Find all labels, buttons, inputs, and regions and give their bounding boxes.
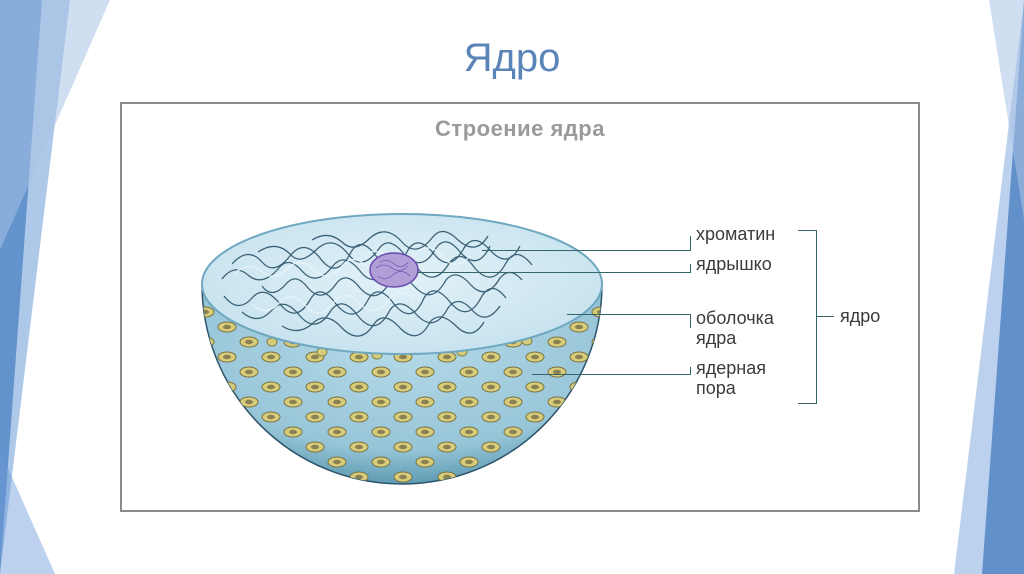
label-chromatin: хроматин bbox=[696, 224, 775, 245]
slide-title: Ядро bbox=[0, 36, 1024, 81]
leader-nucleolus-v bbox=[690, 264, 691, 273]
group-bracket-mid bbox=[816, 316, 834, 317]
leader-chromatin-v bbox=[690, 236, 691, 251]
label-pore-line1: ядерная bbox=[696, 358, 766, 378]
slide-accent-right bbox=[954, 0, 1024, 574]
leader-envelope-v bbox=[690, 314, 691, 328]
slide-accent-left bbox=[0, 0, 120, 574]
label-envelope-line1: оболочка bbox=[696, 308, 774, 328]
diagram-container: Строение ядра bbox=[120, 102, 920, 512]
leader-pore bbox=[532, 374, 690, 375]
label-group: ядро bbox=[840, 306, 880, 327]
label-pore: ядерная пора bbox=[696, 359, 766, 399]
leader-chromatin bbox=[482, 250, 690, 251]
leader-envelope bbox=[567, 314, 690, 315]
label-envelope: оболочка ядра bbox=[696, 309, 774, 349]
leader-nucleolus bbox=[417, 272, 690, 273]
diagram-subtitle: Строение ядра bbox=[122, 116, 918, 142]
leader-pore-v bbox=[690, 367, 691, 375]
label-pore-line2: пора bbox=[696, 378, 736, 398]
label-nucleolus: ядрышко bbox=[696, 254, 772, 275]
group-bracket bbox=[798, 230, 817, 404]
label-envelope-line2: ядра bbox=[696, 328, 736, 348]
nucleus-diagram bbox=[162, 164, 642, 504]
